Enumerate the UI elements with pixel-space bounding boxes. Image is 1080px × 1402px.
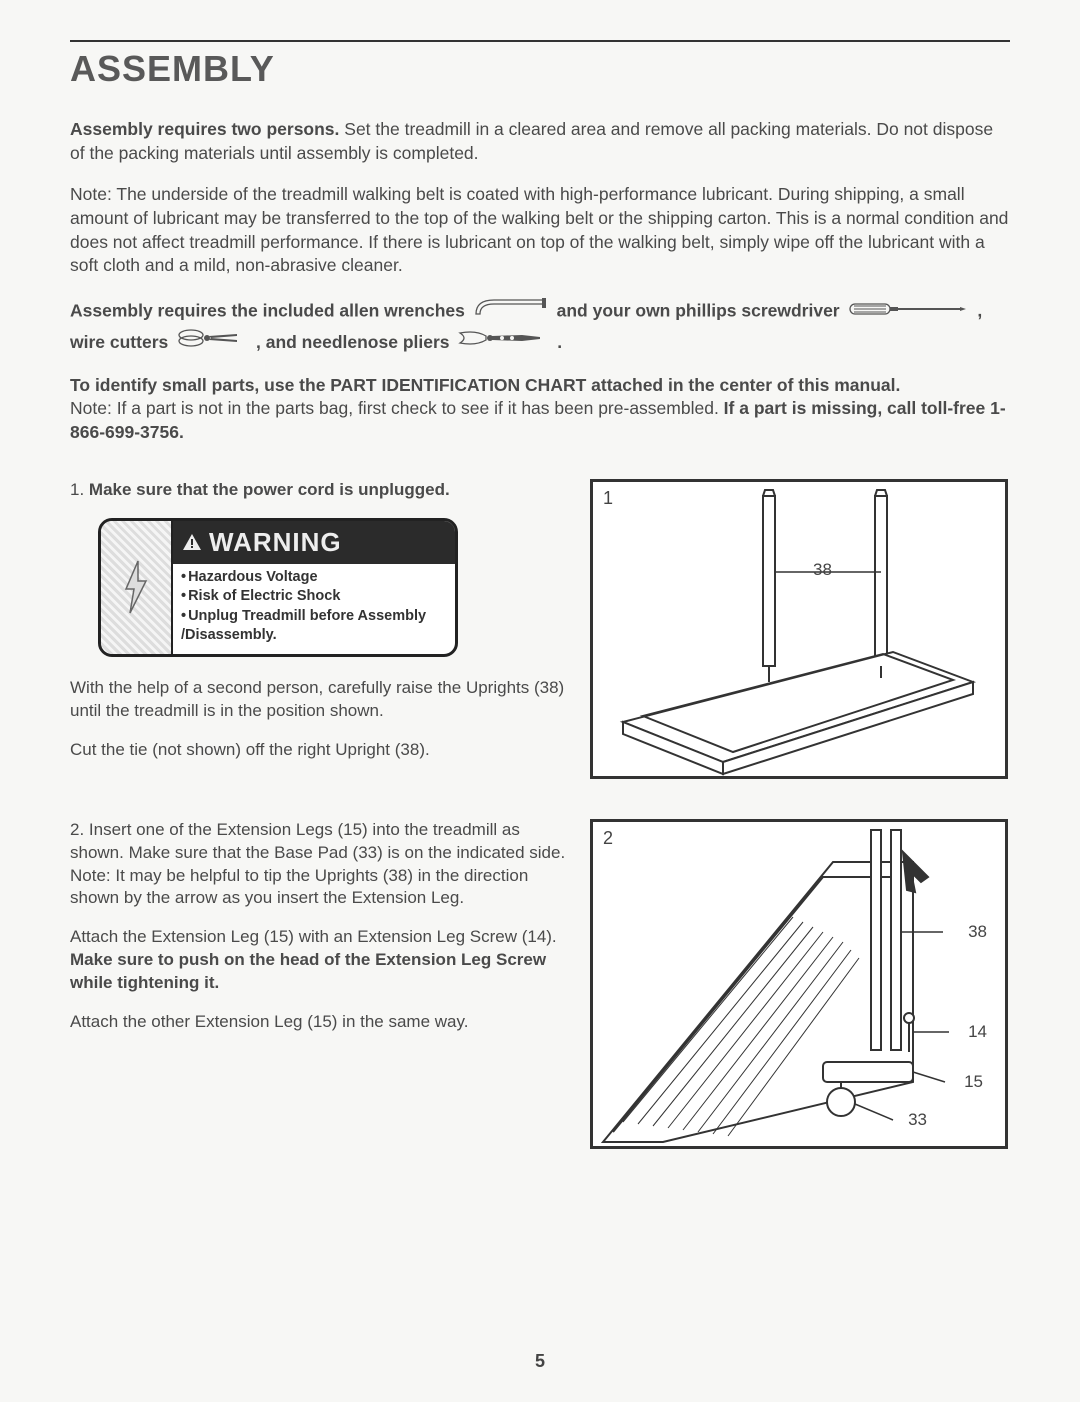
intro-p1-bold: Assembly requires two persons. <box>70 119 339 139</box>
warning-line-3: Unplug Treadmill before Assembly /Disass… <box>181 607 447 646</box>
step-1-num: 1. <box>70 480 84 499</box>
allen-wrench-icon <box>474 296 548 328</box>
step-2-p1: Insert one of the Extension Legs (15) in… <box>70 820 565 908</box>
warning-line-2: Risk of Electric Shock <box>181 587 447 607</box>
step-2-p3: Attach the other Extension Leg (15) in t… <box>70 1011 570 1034</box>
fig2-callout-14: 14 <box>968 1022 987 1042</box>
step-2-text: 2. Insert one of the Extension Legs (15)… <box>70 819 570 1051</box>
tools-t3: wire cutters <box>70 332 168 352</box>
step-1-p1: With the help of a second person, carefu… <box>70 677 570 723</box>
fig1-callout-38: 38 <box>813 560 832 580</box>
intro-p1: Assembly requires two persons. Set the t… <box>70 118 1010 165</box>
fig2-callout-15: 15 <box>964 1072 983 1092</box>
step-2-num: 2. <box>70 820 84 839</box>
step-1-p2: Cut the tie (not shown) off the right Up… <box>70 739 570 762</box>
warning-title: WARNING <box>209 525 342 560</box>
step-2-p2a: Attach the Extension Leg (15) with an Ex… <box>70 927 557 946</box>
warning-header: WARNING <box>173 521 455 564</box>
page-content: ASSEMBLY Assembly requires two persons. … <box>70 40 1010 1189</box>
intro-block: Assembly requires two persons. Set the t… <box>70 118 1010 278</box>
figure-1-num: 1 <box>603 488 613 509</box>
step-1: 1. Make sure that the power cord is unpl… <box>70 479 1010 779</box>
warning-right: WARNING Hazardous Voltage Risk of Electr… <box>173 521 455 654</box>
fig2-callout-33: 33 <box>908 1110 927 1130</box>
fig2-callout-38: 38 <box>968 922 987 942</box>
step-2-p2b: Make sure to push on the head of the Ext… <box>70 950 546 992</box>
warning-line-1: Hazardous Voltage <box>181 568 447 588</box>
wire-cutters-icon <box>177 328 247 358</box>
steps-block: 1. Make sure that the power cord is unpl… <box>70 479 1010 1149</box>
page-title: ASSEMBLY <box>70 48 1010 90</box>
step-1-text: 1. Make sure that the power cord is unpl… <box>70 479 570 778</box>
tools-t2: and your own phillips screwdriver <box>557 300 840 320</box>
bolt-icon <box>116 557 156 617</box>
intro-p2: Note: The underside of the treadmill wal… <box>70 183 1010 278</box>
step-2: 2. Insert one of the Extension Legs (15)… <box>70 819 1010 1149</box>
screwdriver-icon <box>848 297 968 327</box>
parts-note-l2a: Note: If a part is not in the parts bag,… <box>70 398 724 418</box>
warning-body: Hazardous Voltage Risk of Electric Shock… <box>173 564 455 654</box>
tools-t1: Assembly requires the included allen wre… <box>70 300 465 320</box>
top-rule <box>70 40 1010 42</box>
needlenose-pliers-icon <box>458 328 548 358</box>
parts-note-l1: To identify small parts, use the PART ID… <box>70 375 900 395</box>
warning-panel: WARNING Hazardous Voltage Risk of Electr… <box>98 518 458 657</box>
tools-block: Assembly requires the included allen wre… <box>70 296 1010 358</box>
page-number: 5 <box>0 1351 1080 1372</box>
figure-2-num: 2 <box>603 828 613 849</box>
warning-left <box>101 521 173 654</box>
parts-note-block: To identify small parts, use the PART ID… <box>70 374 1010 445</box>
step-1-lead: Make sure that the power cord is unplugg… <box>89 480 450 499</box>
figure-1: 1 <box>590 479 1008 779</box>
warning-triangle-icon <box>181 532 203 552</box>
figure-2-svg <box>593 822 1005 1146</box>
tools-t4: , and needlenose pliers <box>256 332 450 352</box>
figure-2: 2 <box>590 819 1008 1149</box>
figure-1-svg <box>593 482 1005 776</box>
